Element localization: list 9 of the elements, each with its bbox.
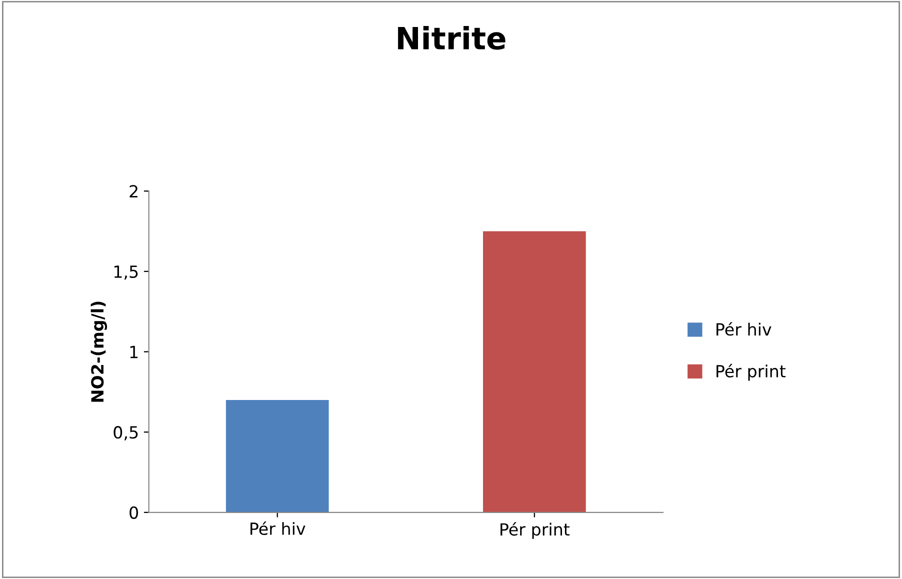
y-tick-label: 0,5: [114, 426, 138, 440]
chart-title: Nitrite: [398, 26, 506, 50]
y-tick-label: 0: [130, 506, 138, 519]
y-tick-label: 1: [130, 346, 138, 358]
y-axis-title: NO2-(mg/l): [90, 302, 108, 402]
legend-label: Pér hiv: [716, 322, 772, 336]
y-tick-label: 1,5: [114, 266, 138, 280]
y-tick-label: 2: [130, 185, 138, 198]
legend-label: Pér print: [716, 364, 786, 381]
